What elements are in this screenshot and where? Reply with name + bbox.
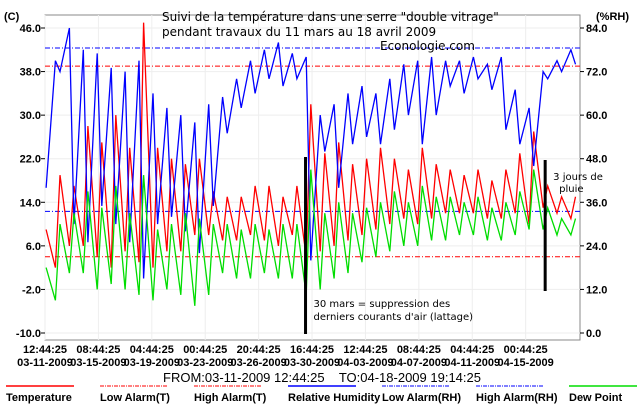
y-right-tick-label: 72.0 — [586, 67, 607, 79]
y-right-ticks: 84.0 72.0 60.0 48.0 36.0 24.0 12.0 0.0 — [580, 23, 607, 340]
y-right-tick-label: 12.0 — [586, 284, 607, 296]
series-lines — [45, 22, 577, 306]
x-tick-time: 04:44:25 — [130, 344, 174, 356]
y-left-tick-label: 38.0 — [20, 67, 41, 79]
y-right-tick-label: 60.0 — [586, 110, 607, 122]
annotation-text: pluie — [559, 184, 583, 195]
x-tick-date: 03-11-2009 — [17, 357, 73, 369]
y-right-tick-label: 84.0 — [586, 23, 607, 35]
y-left-ticks: 46.0 38.0 30.0 22.0 14.0 6.0 -2.0 -10.0 — [16, 23, 45, 340]
x-ticks: 12:44:2503-11-200908:44:2503-15-200904:4… — [17, 344, 554, 369]
x-tick-date: 04-15-2009 — [498, 357, 554, 369]
legend: Temperature Low Alarm(T) High Alarm(T) Rela… — [6, 385, 637, 404]
legend-label: Dew Point — [569, 392, 623, 404]
y-right-tick-label: 36.0 — [586, 197, 607, 209]
x-tick-time: 08:44:25 — [397, 344, 441, 356]
series-dew-point — [45, 169, 577, 306]
y-left-tick-label: 6.0 — [26, 241, 41, 253]
y-left-tick-label: -10.0 — [16, 328, 41, 340]
y-left-axis-label: (C) — [4, 11, 20, 23]
date-range-label: FROM:03-11-2009 12:44:25 TO:04-18-2009 1… — [163, 370, 481, 385]
x-tick-time: 00:44:25 — [183, 344, 227, 356]
annotation-text: 30 mars = suppression des — [314, 299, 451, 310]
grid — [44, 15, 580, 340]
y-left-tick-label: -2.0 — [22, 284, 41, 296]
legend-label: High Alarm(T) — [194, 392, 267, 404]
y-left-tick-label: 22.0 — [20, 154, 41, 166]
legend-label: Relative Humidity — [288, 392, 381, 404]
y-left-tick-label: 14.0 — [20, 197, 41, 209]
x-tick-date: 04-07-2009 — [391, 357, 447, 369]
y-left-tick-label: 30.0 — [20, 110, 41, 122]
alarm-lines — [45, 47, 580, 258]
series-relative-humidity — [45, 27, 577, 279]
x-tick-time: 12:44:25 — [343, 344, 387, 356]
x-tick-date: 03-19-2009 — [124, 357, 180, 369]
legend-label: Temperature — [6, 392, 72, 404]
annotation-text: derniers courants d'air (lattage) — [314, 312, 474, 323]
x-tick-date: 03-30-2009 — [284, 357, 340, 369]
y-right-tick-label: 0.0 — [586, 328, 601, 340]
series-temperature — [45, 22, 577, 268]
x-tick-time: 00:44:25 — [504, 344, 548, 356]
annotations: 30 mars = suppression des derniers couran… — [304, 157, 603, 334]
chart-subtitle: pendant travaux du 11 mars au 18 avril 2… — [162, 25, 436, 39]
annotation-text: 3 jours de — [553, 172, 603, 183]
y-left-tick-label: 46.0 — [20, 23, 41, 35]
x-tick-date: 03-26-2009 — [230, 357, 286, 369]
x-tick-time: 16:44:25 — [290, 344, 334, 356]
x-tick-time: 20:44:25 — [237, 344, 281, 356]
x-tick-date: 03-15-2009 — [70, 357, 126, 369]
legend-label: Low Alarm(RH) — [382, 392, 461, 404]
legend-label: High Alarm(RH) — [476, 392, 558, 404]
x-tick-time: 12:44:25 — [23, 344, 67, 356]
y-right-axis-label: (%RH) — [596, 11, 629, 23]
y-right-tick-label: 24.0 — [586, 241, 607, 253]
x-tick-date: 04-11-2009 — [444, 357, 500, 369]
x-tick-date: 04-03-2009 — [337, 357, 393, 369]
legend-label: Low Alarm(T) — [100, 392, 170, 404]
watermark: Econologie.com — [380, 39, 475, 53]
x-tick-time: 04:44:25 — [450, 344, 494, 356]
y-right-tick-label: 48.0 — [586, 154, 607, 166]
chart-title: Suivi de la température dans une serre "… — [162, 10, 499, 24]
x-tick-time: 08:44:25 — [76, 344, 120, 356]
x-tick-date: 03-23-2009 — [177, 357, 233, 369]
